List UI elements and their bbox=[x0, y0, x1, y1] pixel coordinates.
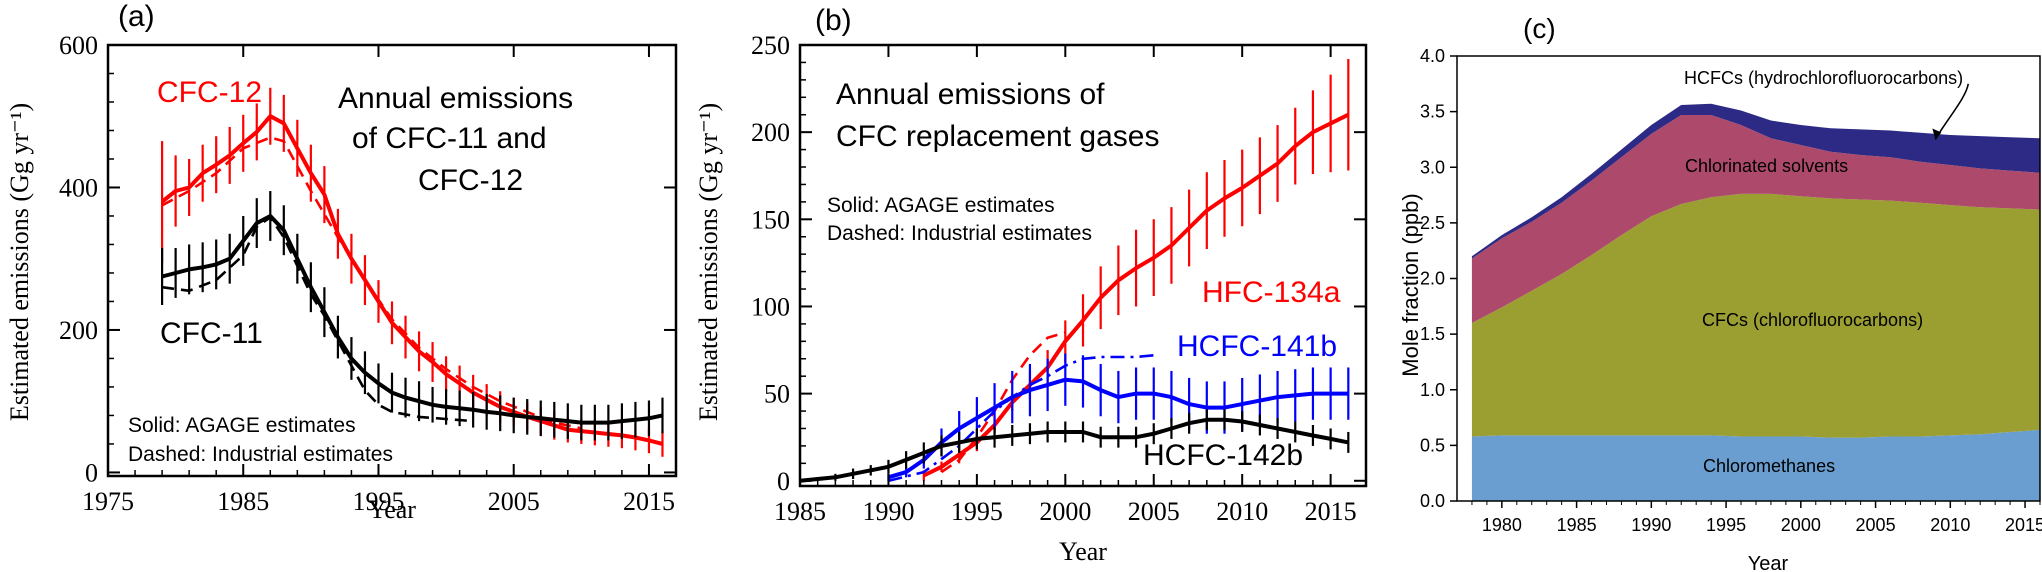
panel-c-y-tick-label: 1.0 bbox=[1420, 380, 1445, 400]
panel-b-plot-area: 1985 1990 1995 2000 2005 2010 2015 0 50 100 150 200… bbox=[751, 31, 1368, 526]
panel-b-x-tick-label: 1990 bbox=[862, 497, 914, 526]
panel-c-x-tick-label: 1980 bbox=[1482, 515, 1522, 535]
panel-b-hcfc-141b-line bbox=[887, 377, 1349, 480]
panel-a: (a) 1975 1985 1995 2005 2015 0 200 400 600 Annua… bbox=[5, 0, 678, 524]
panel-b-y-tick-label: 50 bbox=[764, 380, 790, 409]
panel-a-frame bbox=[106, 43, 678, 478]
panel-c-x-tick-label: 1985 bbox=[1557, 515, 1597, 535]
panel-a-series-group bbox=[160, 87, 664, 457]
panel-c-y-tick-label: 4.0 bbox=[1420, 46, 1445, 66]
panel-c-y-tick-label: 2.0 bbox=[1420, 269, 1445, 289]
panel-c-y-tick-label: 3.0 bbox=[1420, 157, 1445, 177]
panel-a-note-dashed: Dashed: Industrial estimates bbox=[128, 443, 393, 466]
panel-b-label-hfc134a: HFC-134a bbox=[1202, 276, 1341, 309]
panel-a-y-tick-label: 400 bbox=[59, 173, 98, 202]
panel-a-label-cfc11: CFC-11 bbox=[160, 317, 263, 350]
panel-c-plot-area: 1980 1985 1990 1995 2000 2005 2010 2015 0.0 0.5 1.… bbox=[1420, 46, 2042, 535]
panel-c-x-tick-label: 1990 bbox=[1631, 515, 1671, 535]
panel-c-x-tick-label: 2000 bbox=[1781, 515, 1821, 535]
panel-a-x-tick-label: 2005 bbox=[488, 487, 540, 516]
panel-b-y-tick-label: 200 bbox=[751, 118, 790, 147]
panel-a-cfc-11-line bbox=[161, 214, 663, 425]
panel-b-x-tick-label: 1995 bbox=[951, 497, 1003, 526]
panel-a-cfc-12-line bbox=[160, 114, 664, 446]
panel-c-area-chloromethanes bbox=[1471, 429, 2040, 501]
panel-b: (b) 1985 1990 1995 2000 2005 2010 2015 0 50 100 15… bbox=[694, 4, 1368, 566]
panel-b-label-hcfc142b: HCFC-142b bbox=[1143, 439, 1303, 472]
panel-b-xlabel: Year bbox=[1059, 537, 1107, 566]
panel-b-title-line1: Annual emissions of bbox=[836, 78, 1105, 111]
panel-a-y-tick-label: 200 bbox=[59, 316, 98, 345]
panel-c-label-chloromethanes: Chloromethanes bbox=[1703, 456, 1835, 476]
panel-b-hcfc-141b-industrial-line bbox=[888, 354, 1154, 483]
panel-b-title-line2: CFC replacement gases bbox=[836, 120, 1159, 153]
panel-b-y-tick-label: 100 bbox=[751, 292, 790, 321]
panel-a-note-solid: Solid: AGAGE estimates bbox=[128, 414, 356, 437]
panel-b-ylabel: Estimated emissions (Gg yr⁻¹) bbox=[694, 103, 723, 421]
panel-a-title-line2: of CFC-11 and bbox=[352, 122, 547, 155]
panel-c-y-tick-label: 3.5 bbox=[1420, 102, 1445, 122]
panel-b-note-solid: Solid: AGAGE estimates bbox=[827, 194, 1055, 217]
panel-c-x-tick-label: 2005 bbox=[1856, 515, 1896, 535]
panel-c-xlabel: Year bbox=[1748, 553, 1789, 572]
panel-b-frame bbox=[798, 43, 1368, 488]
panel-c-ylabel: Mole fraction (ppb) bbox=[1398, 193, 1423, 376]
panel-c-x-tick-label: 1995 bbox=[1706, 515, 1746, 535]
panel-c: (c) 1980 1985 1990 1995 2000 2005 2010 2015 0.0 0… bbox=[1398, 13, 2042, 572]
panel-a-x-tick-label: 1995 bbox=[352, 487, 404, 516]
panel-a-y-tick-label: 0 bbox=[85, 458, 98, 487]
panel-a-title-line3: CFC-12 bbox=[418, 164, 523, 197]
panel-b-x-tick-label: 2000 bbox=[1039, 497, 1091, 526]
panel-c-y-tick-label: 1.5 bbox=[1420, 324, 1445, 344]
panel-b-x-tick-label: 2010 bbox=[1216, 497, 1268, 526]
panel-c-area-chlorinated-solvents bbox=[1471, 115, 2040, 323]
panel-c-annotation: HCFCs (hydrochlorofluorocarbons) bbox=[1684, 68, 1963, 88]
panel-b-y-tick-label: 250 bbox=[751, 31, 790, 60]
panel-c-y-tick-label: 0.0 bbox=[1420, 491, 1445, 511]
panel-b-x-tick-label: 2015 bbox=[1305, 497, 1357, 526]
panel-a-title-line1: Annual emissions bbox=[338, 82, 573, 115]
panel-b-x-tick-label: 2005 bbox=[1128, 497, 1180, 526]
panel-a-label-cfc12: CFC-12 bbox=[157, 76, 262, 109]
panel-a-plot-area: 1975 1985 1995 2005 2015 0 200 400 600 bbox=[59, 31, 678, 516]
panel-b-y-tick-label: 0 bbox=[777, 467, 790, 496]
panel-b-hcfc-142b-line bbox=[800, 417, 1349, 483]
panel-a-xlabel: Year bbox=[368, 495, 416, 524]
panel-b-label-hcfc141b: HCFC-141b bbox=[1177, 330, 1337, 363]
panel-b-y-tick-label: 150 bbox=[751, 205, 790, 234]
panel-a-x-tick-label: 2015 bbox=[623, 487, 675, 516]
panel-a-label: (a) bbox=[118, 0, 155, 33]
panel-c-label-cfcs: CFCs (chlorofluorocarbons) bbox=[1702, 310, 1923, 330]
panel-a-cfc-11-industrial-line bbox=[161, 216, 474, 423]
panel-b-series-group bbox=[800, 58, 1350, 483]
panel-c-label: (c) bbox=[1523, 13, 1556, 44]
panel-b-label: (b) bbox=[815, 4, 852, 37]
panel-a-ylabel: Estimated emissions (Gg yr⁻¹) bbox=[5, 103, 34, 421]
panel-a-y-tick-label: 600 bbox=[59, 31, 98, 60]
panel-b-x-tick-label: 1985 bbox=[774, 497, 826, 526]
panel-c-y-tick-label: 2.5 bbox=[1420, 213, 1445, 233]
panel-c-annotation-arrow bbox=[1934, 83, 1970, 140]
panel-c-annotation-arrowhead bbox=[1932, 128, 1942, 140]
panel-c-label-solvents: Chlorinated solvents bbox=[1685, 156, 1848, 176]
panel-a-x-tick-label: 1975 bbox=[82, 487, 134, 516]
panel-c-area-hcfcs bbox=[1471, 103, 2040, 259]
panel-c-area-cfcs bbox=[1471, 193, 2040, 438]
panel-b-note-dashed: Dashed: Industrial estimates bbox=[827, 222, 1092, 245]
panel-c-x-tick-label: 2010 bbox=[1930, 515, 1970, 535]
panel-b-hfc-134a-industrial-line bbox=[940, 331, 1066, 474]
panel-a-x-tick-label: 1985 bbox=[217, 487, 269, 516]
panel-c-x-tick-label: 2015 bbox=[2005, 515, 2042, 535]
panel-c-y-tick-label: 0.5 bbox=[1420, 435, 1445, 455]
